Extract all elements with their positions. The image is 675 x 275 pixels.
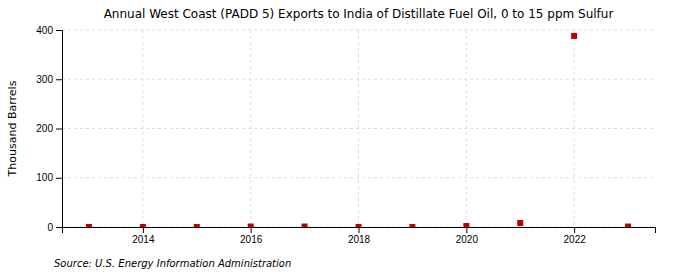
- y-tick-mark: [56, 178, 62, 179]
- x-tick-mark: [251, 227, 252, 233]
- x-tick: 2022: [564, 227, 587, 245]
- grid: [62, 30, 655, 227]
- y-tick-mark: [56, 227, 62, 228]
- y-tick-label: 300: [36, 74, 53, 85]
- x-tick-mark: [574, 227, 575, 233]
- y-tick-label: 0: [47, 222, 53, 233]
- title: Annual West Coast (PADD 5) Exports to In…: [104, 7, 614, 21]
- y-grid-line: [62, 177, 655, 178]
- y-axis: 0 100 200 300 400: [36, 25, 62, 233]
- plot-area: 2014 2016 2018 2020 2022 0 100 200 300 400: [36, 25, 655, 245]
- x-tick-label: 2018: [348, 234, 371, 245]
- x-grid-line: [466, 30, 467, 227]
- point: [625, 224, 631, 227]
- chart: 2014 2016 2018 2020 2022 0 100 200 300 400 Annual …: [0, 0, 675, 275]
- x-tick: 2014: [132, 227, 155, 245]
- point: [302, 224, 308, 227]
- x-tick-mark: [359, 227, 360, 233]
- y-tick-label: 100: [36, 172, 53, 183]
- x-tick-label: 2014: [132, 234, 155, 245]
- x-tick-label: 2020: [456, 234, 479, 245]
- x-tick: 2018: [348, 227, 371, 245]
- point: [463, 223, 469, 227]
- point: [140, 224, 146, 227]
- x-grid-line: [250, 30, 251, 227]
- x-axis: 2014 2016 2018 2020 2022: [63, 227, 656, 245]
- x-grid-line: [358, 30, 359, 227]
- y-tick-mark: [56, 79, 62, 80]
- y-axis-title: Thousand Barrels: [6, 80, 19, 177]
- y-tick: 0: [47, 222, 62, 233]
- x-tick: 2020: [456, 227, 479, 245]
- y-tick-label: 400: [36, 25, 53, 36]
- x-tick: 2016: [240, 227, 263, 245]
- points: [86, 33, 631, 227]
- point: [409, 224, 415, 227]
- y-tick: 200: [36, 123, 62, 134]
- point: [248, 224, 254, 227]
- x-tick-label: 2016: [240, 234, 263, 245]
- x-tick-label: 2022: [564, 234, 587, 245]
- y-tick: 100: [36, 172, 62, 183]
- point: [194, 224, 200, 227]
- x-tick-mark: [466, 227, 467, 233]
- y-axis-line: [56, 31, 63, 228]
- y-tick-label: 200: [36, 123, 53, 134]
- annotation: Source: U.S. Energy Information Administ…: [54, 258, 291, 269]
- point: [356, 224, 362, 227]
- point: [571, 33, 577, 39]
- y-tick: 400: [36, 25, 62, 36]
- y-tick-mark: [56, 129, 62, 130]
- y-tick-mark: [56, 30, 62, 31]
- x-grid-line: [142, 30, 143, 227]
- point: [517, 220, 523, 226]
- point: [86, 224, 92, 227]
- x-tick-mark: [143, 227, 144, 233]
- y-tick: 300: [36, 74, 62, 85]
- x-grid-line: [574, 30, 575, 227]
- x-axis-line: [63, 228, 656, 234]
